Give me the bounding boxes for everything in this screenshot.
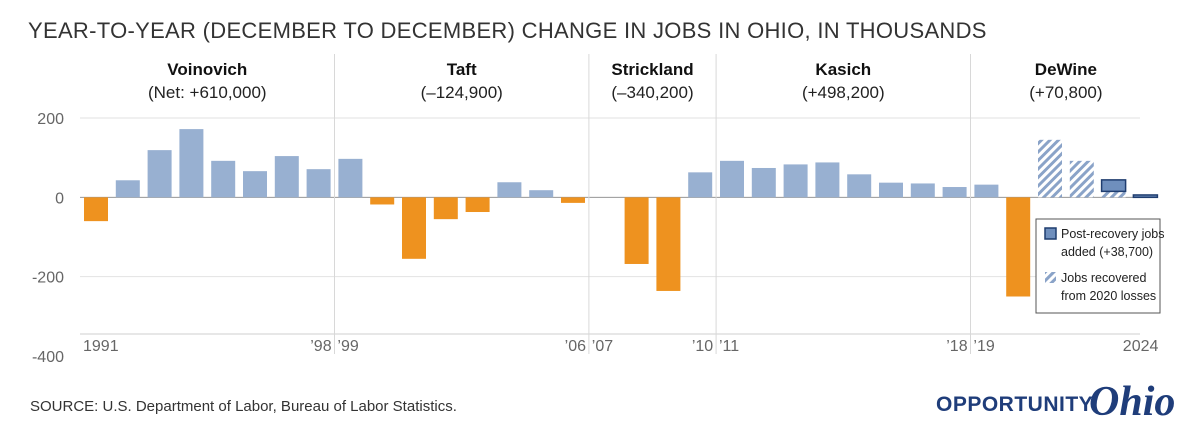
governor-name: Kasich: [815, 60, 871, 79]
bar-1993: [147, 150, 172, 198]
bar-2015: [847, 174, 872, 198]
legend-swatch-solid: [1044, 227, 1057, 240]
legend-label: from 2020 losses: [1061, 289, 1156, 303]
logo-script: Ohio: [1089, 379, 1176, 425]
bar-2020: [1006, 197, 1031, 297]
bar-1998: [306, 169, 331, 198]
bar-2009: [656, 197, 681, 291]
governor-net-change: (–340,200): [611, 83, 693, 102]
bar-2002: [433, 197, 458, 220]
legend-swatch-hatched: [1045, 272, 1056, 283]
governor-name: DeWine: [1035, 60, 1097, 79]
x-tick-label: ’06: [565, 338, 586, 355]
x-tick-label: ’99: [337, 338, 358, 355]
bar-2003: [465, 197, 490, 213]
bar-2001: [402, 197, 426, 259]
governor-name: Taft: [447, 60, 477, 79]
governor-net-change: (+498,200): [802, 83, 885, 102]
bar-2013: [783, 164, 808, 198]
x-tick-label: ’10: [692, 338, 713, 355]
bar-1996: [243, 171, 267, 198]
bars-layer: [84, 129, 1159, 297]
x-tick-label: 2024: [1123, 338, 1159, 355]
legend: Post-recovery jobs added (+38,700) Jobs re…: [1035, 218, 1165, 314]
bar-1999: [338, 158, 363, 198]
governor-name: Voinovich: [167, 60, 247, 79]
bar-2016: [879, 182, 903, 198]
x-tick-label: ’19: [973, 338, 994, 355]
bar-2017: [910, 183, 935, 198]
opportunity-ohio-logo: OPPORTUNITY Ohio: [936, 378, 1186, 425]
recovered-bar-2021: [1038, 139, 1062, 198]
x-tick-label: ’18: [946, 338, 967, 355]
bar-2005: [529, 190, 554, 198]
bar-2008: [624, 197, 649, 264]
source-note: SOURCE: U.S. Department of Labor, Bureau…: [30, 398, 457, 415]
y-tick-label: -200: [32, 270, 64, 287]
bar-1994: [179, 129, 204, 198]
chart-title: YEAR-TO-YEAR (DECEMBER TO DECEMBER) CHAN…: [28, 18, 987, 43]
bar-1997: [274, 156, 299, 198]
post-recovery-bar-2024: [1132, 194, 1159, 199]
governor-net-change: (+70,800): [1029, 83, 1102, 102]
governor-name: Strickland: [611, 60, 693, 79]
x-tick-label: ’11: [719, 338, 739, 355]
x-tick-label: ’07: [592, 338, 613, 355]
governor-net-change: (–124,900): [421, 83, 503, 102]
bar-2006: [561, 197, 585, 203]
recovered-bar-2022: [1069, 160, 1094, 198]
y-tick-label: -400: [32, 349, 64, 366]
post-recovery-bar-2023: [1100, 179, 1127, 193]
y-tick-label: 200: [37, 111, 64, 128]
recovered-bar-2023: [1101, 191, 1126, 198]
bar-2004: [497, 182, 522, 198]
bar-2014: [815, 162, 840, 198]
bar-2000: [370, 197, 395, 205]
legend-label: Jobs recovered: [1061, 271, 1147, 285]
bar-2012: [751, 167, 776, 198]
x-tick-label: ’98: [310, 338, 331, 355]
y-tick-label: 0: [55, 190, 64, 207]
logo-word: OPPORTUNITY: [936, 393, 1094, 416]
bar-2010: [688, 172, 713, 198]
legend-label: Post-recovery jobs: [1061, 227, 1165, 241]
bar-1995: [211, 160, 236, 198]
bar-2011: [720, 160, 744, 198]
bar-1992: [115, 180, 140, 198]
labels-layer: 200 0 -200 -400 Voinovich (Net: +610,000) Taft…: [32, 60, 1159, 366]
governor-net-change: (Net: +610,000): [148, 83, 267, 102]
legend-label: added (+38,700): [1061, 245, 1153, 259]
bar-1991: [84, 197, 108, 222]
bar-2019: [974, 184, 999, 198]
x-tick-label: 1991: [83, 338, 119, 355]
bar-2018: [942, 187, 967, 198]
